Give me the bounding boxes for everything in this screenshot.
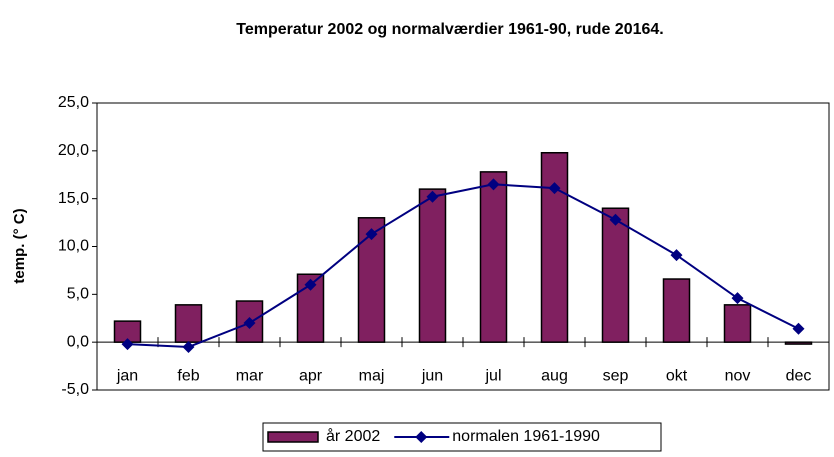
legend xyxy=(262,422,662,452)
bar xyxy=(540,151,569,343)
bar xyxy=(723,304,752,343)
bar xyxy=(418,188,447,343)
y-tick-label: 10,0 xyxy=(58,238,89,255)
y-tick-label: 15,0 xyxy=(58,190,89,207)
x-tick-label: apr xyxy=(299,367,323,384)
legend-marker xyxy=(415,431,428,443)
x-tick-label: feb xyxy=(177,367,199,384)
marker xyxy=(182,340,195,353)
marker xyxy=(731,292,744,305)
bar xyxy=(601,207,630,343)
x-tick-label: mar xyxy=(236,367,264,384)
marker xyxy=(243,317,256,330)
x-tick-label: nov xyxy=(725,367,751,384)
x-tick-label: maj xyxy=(359,367,385,384)
bar xyxy=(662,278,691,343)
y-tick-label: 25,0 xyxy=(58,94,89,111)
marker xyxy=(548,182,561,195)
marker xyxy=(121,338,134,351)
x-tick-label: jan xyxy=(116,367,138,384)
x-tick-label: aug xyxy=(541,367,568,384)
legend-label: normalen 1961-1990 xyxy=(452,428,600,445)
marker xyxy=(304,278,317,291)
y-tick-label: 5,0 xyxy=(67,286,89,303)
bar xyxy=(479,171,508,343)
legend-label: år 2002 xyxy=(326,427,380,445)
marker xyxy=(792,322,805,335)
marker xyxy=(487,178,500,191)
x-tick-label: sep xyxy=(603,367,629,384)
y-tick-label: 0,0 xyxy=(67,333,89,350)
line xyxy=(127,183,799,348)
x-tick-label: jul xyxy=(484,367,501,384)
marker xyxy=(609,213,622,226)
marker xyxy=(365,228,378,241)
chart-title: Temperatur 2002 og normalværdier 1961-90… xyxy=(236,21,663,38)
marker xyxy=(670,249,683,262)
x-tick-label: dec xyxy=(786,367,812,384)
y-tick-label: 20,0 xyxy=(58,142,89,159)
bar xyxy=(784,341,813,345)
x-tick-label: jun xyxy=(421,367,443,384)
x-tick-label: okt xyxy=(666,367,688,384)
y-tick-label: -5,0 xyxy=(61,381,89,398)
y-axis-label: temp. (° C) xyxy=(11,208,28,283)
legend-swatch xyxy=(267,431,319,443)
marker xyxy=(426,190,439,203)
bar xyxy=(174,304,203,343)
